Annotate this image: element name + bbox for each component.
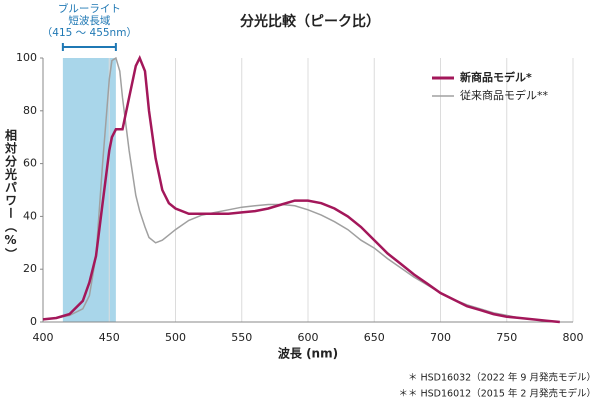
highlight-label: （415 ～ 455nm）	[42, 27, 137, 39]
x-axis-label: 波長 (nm)	[278, 346, 338, 361]
x-tick-label: 400	[33, 331, 54, 344]
y-tick-label: 40	[23, 209, 37, 222]
y-tick-label: 60	[23, 157, 37, 170]
highlight-label: 短波長域	[68, 14, 110, 27]
x-tick-label: 750	[496, 331, 517, 344]
chart-title: 分光比較（ピーク比）	[240, 13, 380, 30]
series-line	[42, 54, 560, 324]
x-tick-label: 650	[364, 331, 385, 344]
footnote: ＊ HSD16032（2022 年 9 月発売モデル）	[408, 372, 596, 384]
highlight-label: ブルーライト	[58, 2, 121, 15]
y-tick-label: 0	[30, 315, 37, 328]
footnote: ＊＊ HSD16012（2015 年 2 月発売モデル）	[398, 388, 596, 400]
x-tick-label: 450	[99, 331, 120, 344]
x-tick-label: 700	[430, 331, 451, 344]
x-tick-label: 550	[231, 331, 252, 344]
x-tick-label: 500	[165, 331, 186, 344]
y-axis-label: 相対分光パワー（%）	[4, 128, 18, 261]
legend-label: 従来商品モデル**	[460, 88, 548, 102]
y-tick-label: 80	[23, 104, 37, 117]
y-tick-label: 100	[16, 51, 37, 64]
y-tick-label: 20	[23, 262, 37, 275]
x-tick-label: 800	[563, 331, 584, 344]
x-tick-label: 600	[298, 331, 319, 344]
highlight-bracket	[61, 43, 117, 51]
legend-label: 新商品モデル*	[460, 70, 532, 84]
